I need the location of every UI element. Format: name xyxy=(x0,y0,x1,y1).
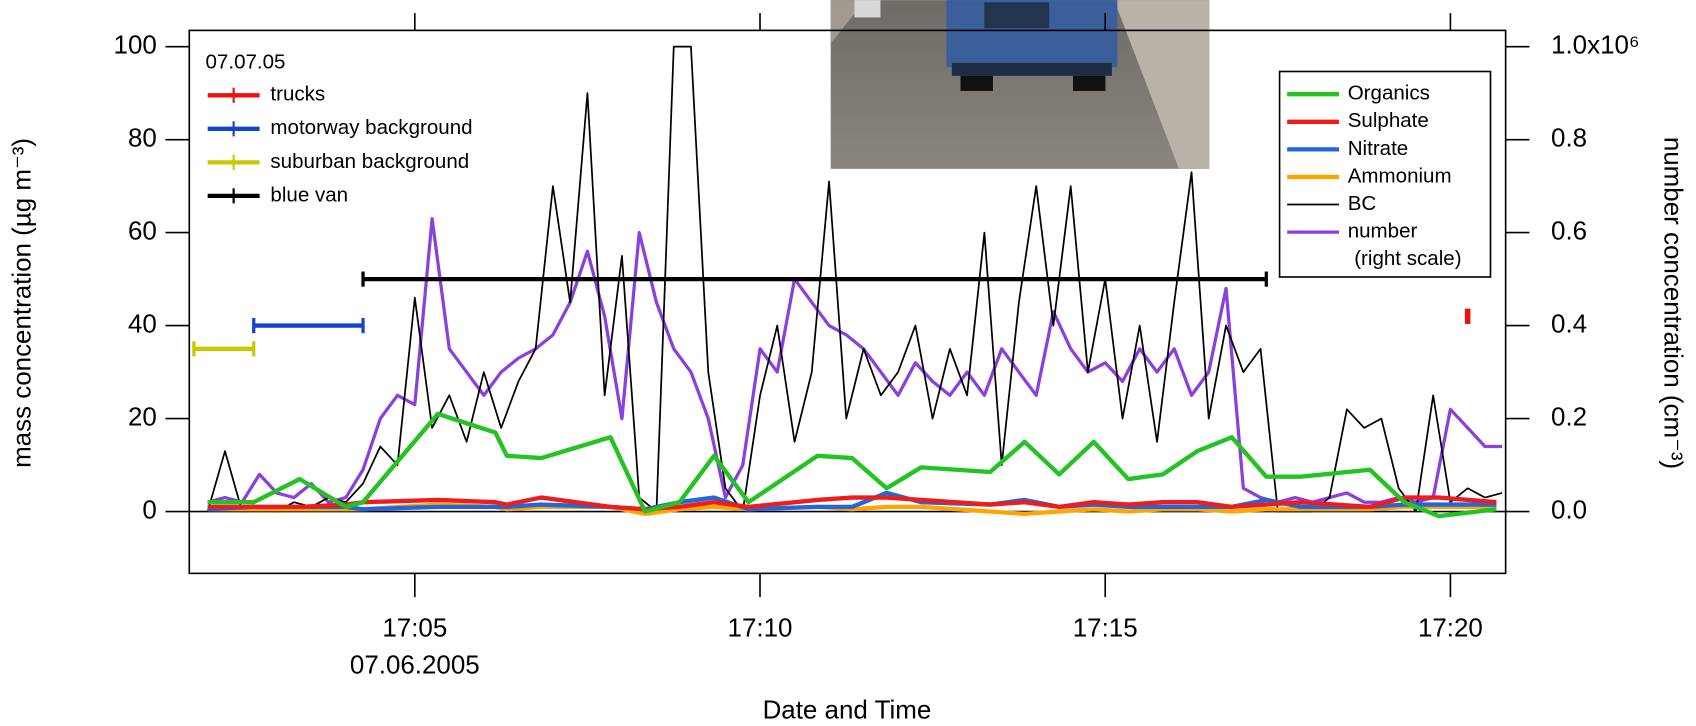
legend-label: Ammonium xyxy=(1348,164,1452,187)
x-tick-label: 17:15 xyxy=(1073,614,1138,642)
series-line xyxy=(207,495,1497,512)
y-tick-label: 40 xyxy=(128,310,157,338)
y-tick-label: 0 xyxy=(142,496,156,524)
x-tick-label: 17:20 xyxy=(1418,614,1483,642)
bars-title: 07.07.05 xyxy=(206,50,286,73)
y2-tick-label: 1.0x10⁶ xyxy=(1551,32,1640,60)
x-tick-date: 07.06.2005 xyxy=(350,651,480,679)
legend-box xyxy=(1278,70,1492,278)
bars-legend-label: suburban background xyxy=(270,150,469,173)
series-line xyxy=(207,490,1497,512)
plot-frame xyxy=(188,29,1507,575)
series-line xyxy=(206,45,1503,513)
bars-legend-label: trucks xyxy=(270,83,325,106)
y-tick-label: 20 xyxy=(128,403,157,431)
bars-legend-label: motorway background xyxy=(270,116,472,139)
legend-label: Nitrate xyxy=(1348,137,1409,160)
inset-photo xyxy=(830,0,1210,169)
x-tick-label: 17:05 xyxy=(382,614,447,642)
y2-tick-label: 0.0 xyxy=(1551,496,1587,524)
x-axis-title: Date and Time xyxy=(763,697,932,725)
legend-label: Sulphate xyxy=(1348,109,1429,132)
y-tick-label: 60 xyxy=(128,217,157,245)
legend-label: Organics xyxy=(1348,82,1430,105)
legend-label: BC xyxy=(1348,192,1377,215)
legend-label: number xyxy=(1348,220,1418,243)
series-line xyxy=(207,411,1497,519)
y-tick-label: 100 xyxy=(114,32,157,60)
legend-note: (right scale) xyxy=(1354,247,1461,270)
y2-tick-label: 0.6 xyxy=(1551,217,1587,245)
x-tick-label: 17:10 xyxy=(728,614,793,642)
y-tick-label: 80 xyxy=(128,125,157,153)
y2-axis-title: number concentration (cm⁻³) xyxy=(1658,137,1686,469)
y-axis-title: mass concentration (µg m⁻³) xyxy=(9,138,37,468)
series-line xyxy=(207,217,1503,504)
y2-tick-label: 0.4 xyxy=(1551,310,1587,338)
bars-legend-label: blue van xyxy=(270,183,348,206)
y2-tick-label: 0.8 xyxy=(1551,125,1587,153)
y2-tick-label: 0.2 xyxy=(1551,403,1587,431)
